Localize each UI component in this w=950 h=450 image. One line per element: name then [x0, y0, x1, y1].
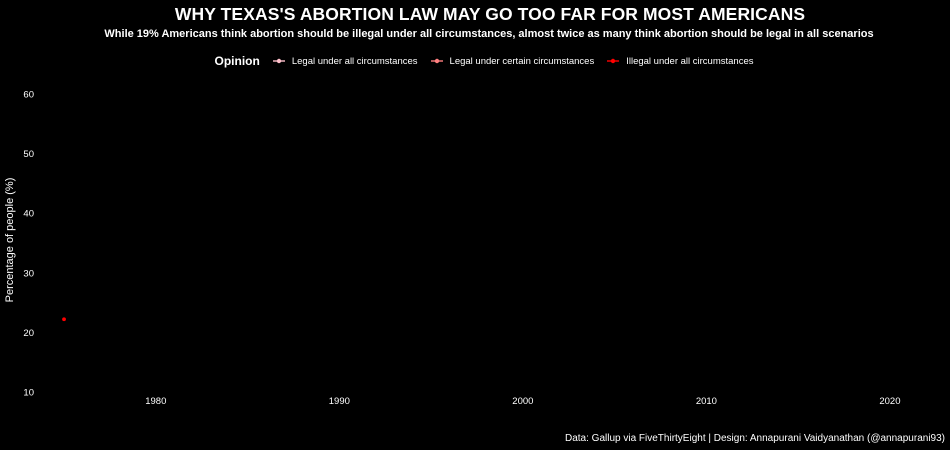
- x-tick-label: 1980: [145, 396, 166, 407]
- chart-caption: Data: Gallup via FiveThirtyEight | Desig…: [564, 433, 945, 444]
- y-tick-label: 30: [23, 268, 34, 279]
- legend-item-legal-all: Legal under all circumstances: [272, 55, 418, 67]
- chart-subtitle: While 19% Americans think abortion shoul…: [104, 28, 874, 40]
- y-tick-label: 60: [23, 89, 34, 100]
- legend-item-legal-certain: Legal under certain circumstances: [430, 55, 595, 67]
- chart-title: WHY TEXAS'S ABORTION LAW MAY GO TOO FAR …: [174, 4, 806, 24]
- legend-key-legal-all: [272, 58, 285, 64]
- legend-key-legal-certain: [430, 58, 443, 64]
- legend-key-illegal-all: [607, 58, 620, 64]
- legend-item-illegal-all: Illegal under all circumstances: [606, 55, 753, 67]
- legend-key-point: [276, 58, 282, 64]
- y-tick-label: 10: [23, 388, 34, 399]
- legend-key-point: [434, 58, 439, 64]
- legend-label-legal-all: Legal under all circumstances: [291, 55, 418, 67]
- legend: Opinion Legal under all circumstances Le…: [0, 54, 950, 68]
- x-tick-label: 2020: [879, 396, 900, 407]
- y-tick-label: 40: [23, 209, 34, 220]
- x-tick-label: 1990: [329, 396, 350, 407]
- legend-label-legal-certain: Legal under certain circumstances: [449, 55, 595, 67]
- x-tick-label: 2010: [696, 396, 717, 407]
- legend-title: Opinion: [214, 54, 260, 68]
- legend-label-illegal-all: Illegal under all circumstances: [626, 55, 754, 67]
- y-tick-label: 20: [23, 328, 34, 339]
- data-point: [62, 317, 66, 322]
- legend-key-point: [611, 58, 616, 64]
- x-tick-label: 2000: [512, 396, 533, 407]
- y-tick-label: 50: [23, 149, 34, 160]
